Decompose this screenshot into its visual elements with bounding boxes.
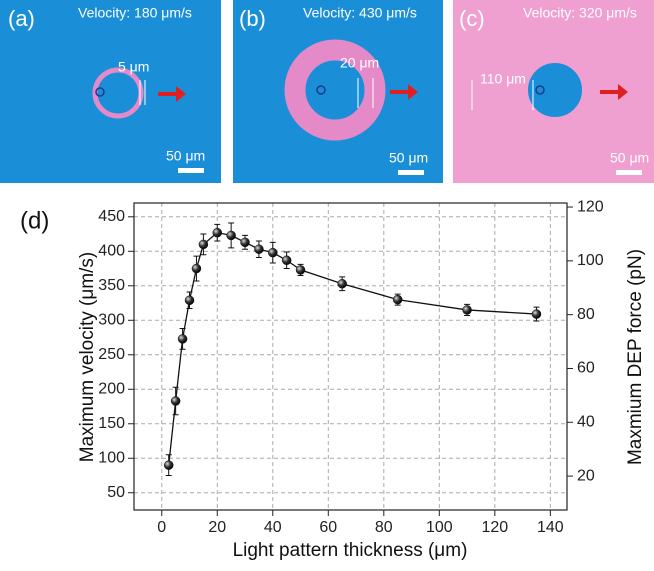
data-point bbox=[171, 396, 180, 405]
scale-label: 50 μm bbox=[166, 148, 205, 164]
y-tick-label: 100 bbox=[98, 449, 125, 466]
data-point bbox=[296, 265, 305, 274]
data-point bbox=[213, 228, 222, 237]
scale-bar bbox=[616, 170, 642, 175]
data-point bbox=[268, 248, 277, 257]
width-label: 110 μm bbox=[480, 71, 526, 87]
y2-tick-label: 40 bbox=[577, 414, 595, 431]
y-tick-label: 400 bbox=[98, 243, 125, 260]
data-point bbox=[164, 461, 173, 470]
data-point bbox=[227, 231, 236, 240]
y-tick-label: 350 bbox=[98, 277, 125, 294]
data-point bbox=[338, 279, 347, 288]
data-point bbox=[532, 310, 541, 319]
y-tick-label: 200 bbox=[98, 380, 125, 397]
x-tick-label: 120 bbox=[481, 519, 508, 536]
data-point bbox=[241, 238, 250, 247]
y-tick-label: 300 bbox=[98, 311, 125, 328]
panel-label: (b) bbox=[239, 6, 266, 31]
y2-tick-label: 20 bbox=[577, 467, 595, 484]
data-point bbox=[192, 264, 201, 273]
data-point bbox=[282, 256, 291, 265]
width-label: 5 μm bbox=[118, 59, 149, 75]
velocity: Velocity: 320 μm/s bbox=[523, 5, 637, 21]
panel-label: (d) bbox=[20, 207, 49, 234]
y2-tick-label: 120 bbox=[577, 198, 604, 215]
y-tick-label: 450 bbox=[98, 208, 125, 225]
x-tick-label: 0 bbox=[157, 519, 166, 536]
y2-tick-label: 80 bbox=[577, 306, 595, 323]
velocity: Velocity: 430 μm/s bbox=[303, 5, 417, 21]
x-tick-label: 20 bbox=[208, 519, 226, 536]
panel-label: (a) bbox=[8, 6, 35, 31]
y-tick-label: 50 bbox=[107, 484, 125, 501]
velocity: Velocity: 180 μm/s bbox=[78, 5, 192, 21]
y2-axis-label: Maxmium DEP force (pN) bbox=[625, 249, 646, 465]
scale-bar bbox=[178, 168, 204, 173]
plot-frame bbox=[134, 203, 567, 510]
panel-b: (b) Velocity: 430 μm/s 20 μm 50 μm bbox=[233, 0, 443, 183]
y2-tick-label: 60 bbox=[577, 360, 595, 377]
scale-bar bbox=[398, 170, 424, 175]
data-point bbox=[463, 305, 472, 314]
y-tick-label: 250 bbox=[98, 346, 125, 363]
data-point bbox=[393, 295, 402, 304]
x-tick-label: 80 bbox=[375, 519, 393, 536]
figure: (a) Velocity: 180 μm/s 5 μm 50 μm (b) Ve… bbox=[0, 0, 654, 571]
data-point bbox=[199, 240, 208, 249]
scale-label: 50 μm bbox=[610, 150, 649, 166]
x-tick-label: 140 bbox=[537, 519, 564, 536]
data-point bbox=[254, 245, 263, 254]
data-point bbox=[178, 334, 187, 343]
x-tick-label: 40 bbox=[264, 519, 282, 536]
x-tick-label: 60 bbox=[319, 519, 337, 536]
panel-label: (c) bbox=[459, 6, 485, 31]
y-axis-label: Maximum velocity (μm/s) bbox=[77, 252, 98, 462]
x-tick-label: 100 bbox=[426, 519, 453, 536]
scale-label: 50 μm bbox=[389, 150, 428, 166]
panel-c: (c) Velocity: 320 μm/s 110 μm 50 μm bbox=[453, 0, 654, 183]
x-axis-label: Light pattern thickness (μm) bbox=[233, 540, 468, 561]
y2-tick-label: 100 bbox=[577, 252, 604, 269]
y-tick-label: 150 bbox=[98, 415, 125, 432]
data-line bbox=[169, 233, 537, 465]
width-label: 20 μm bbox=[340, 55, 379, 71]
panel-a: (a) Velocity: 180 μm/s 5 μm 50 μm bbox=[0, 0, 221, 183]
data-point bbox=[185, 296, 194, 305]
